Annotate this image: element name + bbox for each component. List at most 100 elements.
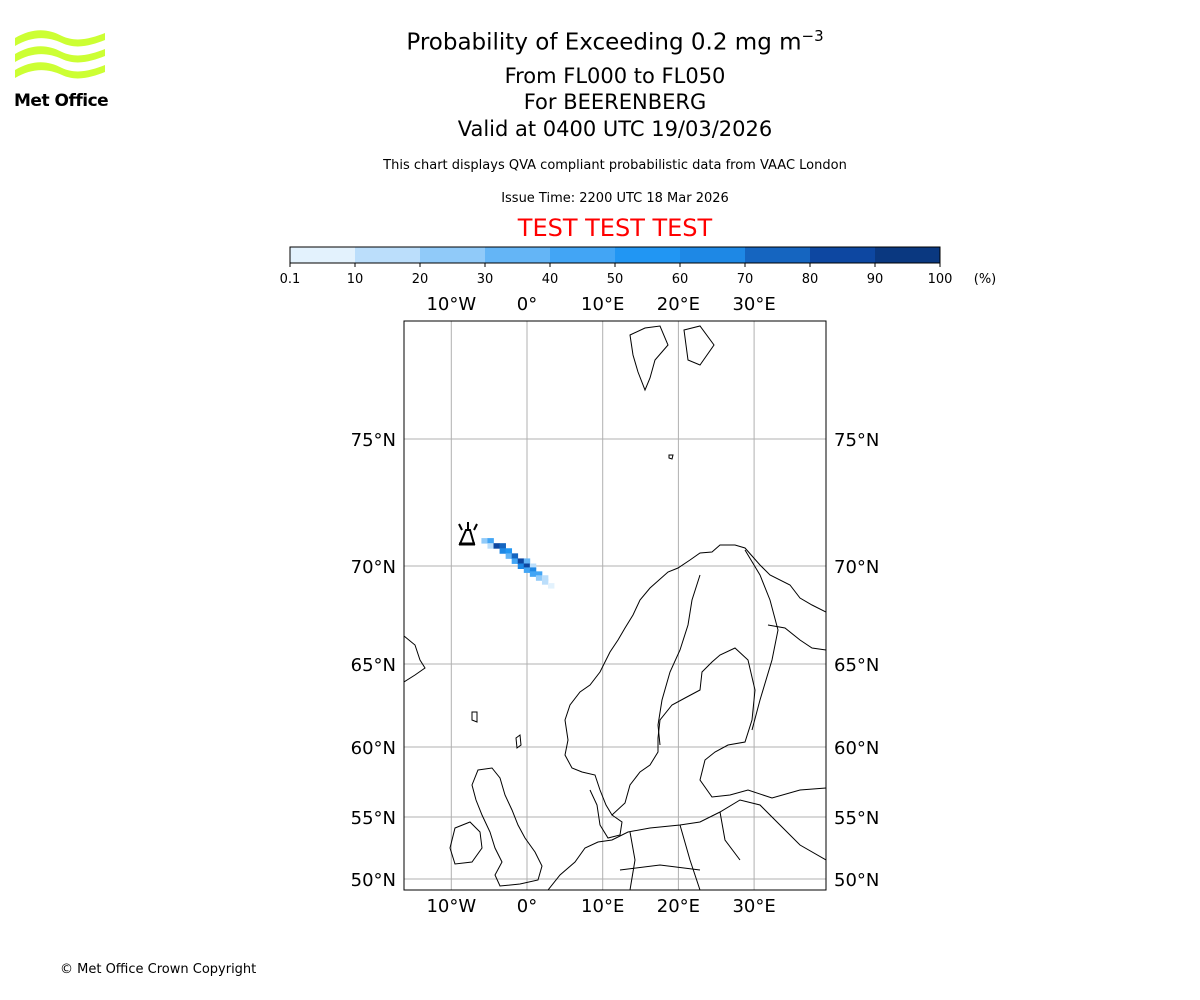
colorbar-tick-label: 0.1 [280, 272, 301, 287]
volcano-name: For BEERENBERG [523, 90, 707, 114]
lon-label-bottom: 20°E [657, 896, 700, 917]
lon-label-top: 30°E [732, 294, 775, 315]
volcano-icon [458, 522, 478, 546]
colorbar-tick-label: 100 [928, 272, 953, 287]
plume-cell [541, 579, 549, 585]
graticule [404, 321, 826, 890]
plume-cell [529, 567, 537, 573]
lat-label-right: 70°N [834, 557, 879, 578]
map-frame [403, 320, 827, 891]
kola-coast [767, 624, 826, 651]
plume-cell [541, 575, 549, 581]
lat-label-left: 75°N [351, 430, 396, 451]
lon-label-top: 10°E [581, 294, 624, 315]
colorbar-tick-label: 70 [737, 272, 754, 287]
colorbar: 0.1 10 20 30 40 50 60 70 80 90 100 (%) [280, 246, 997, 287]
plume-cell [499, 548, 506, 554]
lat-label-right: 60°N [834, 738, 879, 759]
logo-text: Met Office [14, 91, 109, 111]
copyright: © Met Office Crown Copyright [60, 962, 257, 977]
chart-title: Probability of Exceeding 0.2 mg m−3 [0, 27, 1200, 56]
colorbar-tick-label: 60 [672, 272, 689, 287]
ash-plume [481, 538, 555, 589]
lon-label-top: 10°W [426, 294, 476, 315]
colorbar-tick-label: 30 [477, 272, 494, 287]
plume-cell [535, 575, 543, 581]
logo-waves-icon [15, 30, 105, 79]
issue-time: Issue Time: 2200 UTC 18 Mar 2026 [501, 191, 729, 206]
colorbar-bin [680, 247, 745, 263]
plume-cell [523, 558, 531, 564]
colorbar-bin [550, 247, 615, 263]
ireland [449, 821, 483, 865]
svalbard [629, 325, 715, 392]
flight-levels: From FL000 to FL050 [504, 64, 726, 88]
title-text: Probability of Exceeding 0.2 mg m [406, 29, 802, 56]
plume-cell [548, 583, 555, 589]
lon-label-bottom: 30°E [732, 896, 775, 917]
colorbar-bin [875, 247, 940, 263]
lat-label-left: 70°N [351, 557, 396, 578]
iceland [404, 635, 426, 683]
lon-label-bottom: 0° [517, 896, 537, 917]
plume-cell [535, 571, 543, 577]
lon-label-bottom: 10°W [426, 896, 476, 917]
faroe [471, 711, 478, 723]
colorbar-tick-label: 80 [802, 272, 819, 287]
plume-cell [523, 563, 531, 569]
plume-cell [481, 538, 488, 544]
axis-labels: 10°W 10°W 0° 0° 10°E 10°E 20°E 20°E 30°E 30°E 75°N… [351, 294, 880, 917]
test-banner: TEST TEST TEST [517, 214, 713, 242]
title-exponent: −3 [801, 27, 824, 45]
plume-cell [511, 553, 519, 559]
plume-cell [517, 563, 525, 569]
colorbar-tick-label: 20 [412, 272, 429, 287]
lat-label-left: 55°N [351, 808, 396, 829]
plume-cell [487, 543, 494, 549]
colorbar-tick-label: 40 [542, 272, 559, 287]
map-background [404, 321, 826, 890]
colorbar-bin [810, 247, 875, 263]
bear-island [668, 454, 674, 460]
plume-cell [499, 543, 506, 549]
shetland [515, 734, 522, 749]
lon-label-bottom: 10°E [581, 896, 624, 917]
lat-label-right: 65°N [834, 655, 879, 676]
europe-coast [547, 799, 826, 890]
plume-cell [505, 553, 513, 559]
plume-cell [505, 548, 513, 554]
plume-cell [487, 538, 494, 544]
plume-cell [529, 563, 537, 569]
lat-label-right: 50°N [834, 870, 879, 891]
plume-cell [511, 558, 519, 564]
plume-cell [523, 567, 531, 573]
great-britain [471, 767, 543, 887]
colorbar-bin [355, 247, 420, 263]
europe-borders [619, 811, 741, 890]
lat-label-left: 65°N [351, 655, 396, 676]
plume-cell [493, 543, 500, 549]
lat-label-left: 60°N [351, 738, 396, 759]
colorbar-bin [290, 247, 355, 263]
norway-sweden-border [657, 574, 701, 746]
lat-label-right: 75°N [834, 430, 879, 451]
colorbar-unit: (%) [974, 272, 997, 287]
colorbar-bin [420, 247, 485, 263]
colorbar-tick-label: 50 [607, 272, 624, 287]
met-office-logo [12, 28, 108, 92]
colorbar-tick-label: 10 [347, 272, 364, 287]
valid-time: Valid at 0400 UTC 19/03/2026 [457, 117, 773, 141]
colorbar-bin [615, 247, 680, 263]
scandinavia-coast [564, 544, 826, 816]
lat-label-left: 50°N [351, 870, 396, 891]
colorbar-bin [485, 247, 550, 263]
finland-border [744, 549, 779, 731]
lat-label-right: 55°N [834, 808, 879, 829]
colorbar-bin [745, 247, 810, 263]
denmark [589, 789, 623, 839]
coastlines [404, 325, 826, 890]
plume-cell [517, 558, 525, 564]
data-note: This chart displays QVA compliant probab… [383, 158, 847, 173]
lon-label-top: 0° [517, 294, 537, 315]
